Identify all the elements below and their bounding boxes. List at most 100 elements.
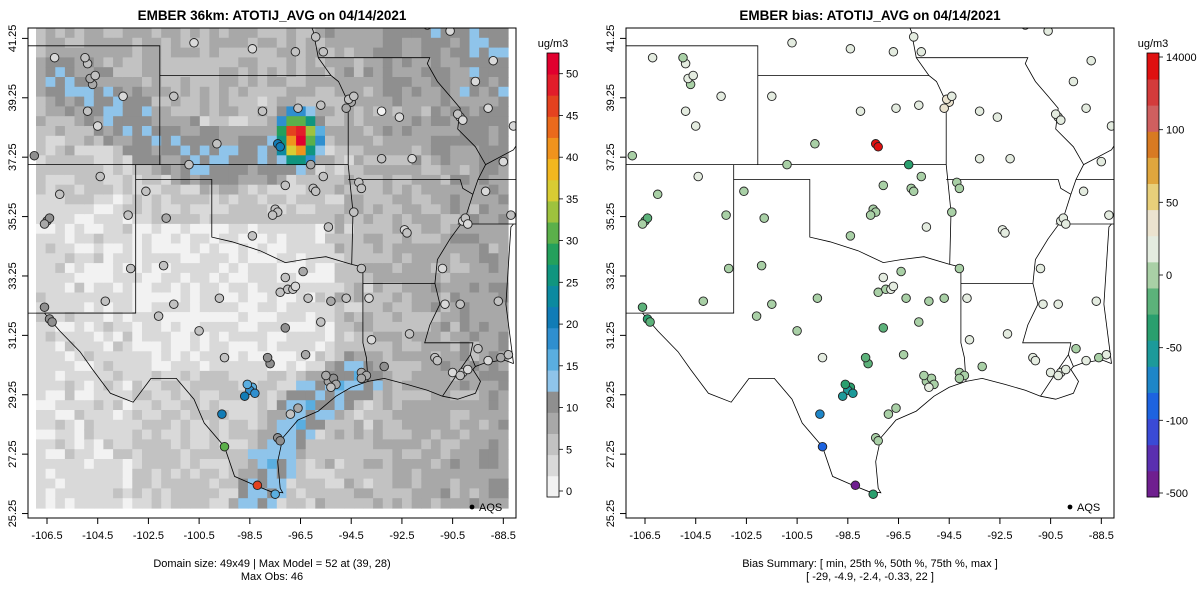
- model-grid-cell: [382, 184, 393, 196]
- model-grid-cell: [93, 449, 104, 460]
- model-grid-cell: [382, 439, 393, 450]
- model-grid-cell: [286, 214, 297, 225]
- model-grid-cell: [498, 488, 509, 499]
- model-grid-cell: [344, 361, 355, 372]
- model-grid-cell: [325, 419, 336, 431]
- model-grid-cell: [132, 135, 143, 147]
- model-grid-cell: [228, 429, 239, 440]
- model-grid-cell: [209, 145, 220, 156]
- station-marker: [916, 171, 927, 182]
- station-marker: [977, 361, 987, 372]
- model-grid-cell: [132, 57, 143, 68]
- model-grid-cell: [363, 429, 374, 440]
- model-grid-cell: [411, 439, 422, 450]
- station-marker: [939, 293, 949, 303]
- state-border: [1083, 145, 1114, 165]
- model-grid-cell: [122, 165, 133, 176]
- station-marker: [1056, 115, 1066, 125]
- model-grid-cell: [55, 155, 66, 166]
- model-grid-cell: [45, 126, 56, 137]
- colorbar-swatch: [1147, 53, 1159, 80]
- model-grid-cell: [36, 145, 47, 156]
- model-grid-cell: [228, 155, 239, 166]
- model-grid-cell: [151, 28, 162, 39]
- colorbar-swatch: [547, 370, 559, 392]
- model-grid-cell: [93, 351, 104, 362]
- model-grid-cell: [286, 429, 297, 440]
- model-grid-cell: [122, 449, 133, 460]
- station-marker: [118, 91, 128, 102]
- model-grid-cell: [180, 380, 191, 392]
- model-grid-cell: [209, 77, 220, 88]
- model-grid-cell: [353, 243, 365, 254]
- model-grid-cell: [430, 361, 442, 372]
- model-grid-cell: [190, 449, 201, 460]
- model-grid-cell: [132, 361, 143, 372]
- model-grid-cell: [64, 165, 76, 176]
- model-grid-cell: [421, 302, 432, 313]
- station-marker: [888, 281, 899, 292]
- model-grid-cell: [459, 145, 470, 156]
- y-tick-label: 33.25: [7, 262, 19, 290]
- model-grid-cell: [209, 410, 220, 421]
- model-grid-cell: [74, 429, 85, 440]
- model-grid-cell: [382, 459, 393, 470]
- station-marker: [873, 436, 883, 446]
- model-grid-cell: [315, 419, 326, 431]
- model-grid-cell: [305, 28, 316, 39]
- station-marker: [1071, 343, 1081, 354]
- model-grid-cell: [122, 184, 133, 196]
- model-grid-cell: [161, 106, 172, 117]
- model-grid-cell: [238, 341, 249, 352]
- model-grid-cell: [421, 194, 432, 205]
- model-grid-cell: [142, 459, 153, 470]
- model-grid-cell: [161, 57, 172, 68]
- model-grid-cell: [247, 204, 259, 215]
- aqs-legend-dot: [1067, 504, 1073, 510]
- model-grid-cell: [55, 361, 66, 372]
- model-grid-cell: [382, 86, 393, 98]
- model-grid-cell: [142, 37, 153, 49]
- model-grid-cell: [199, 243, 210, 254]
- model-grid-cell: [228, 370, 239, 382]
- model-grid-cell: [151, 400, 162, 411]
- model-grid-cell: [45, 380, 56, 392]
- model-grid-cell: [36, 400, 47, 411]
- model-grid-cell: [55, 263, 66, 274]
- model-grid-cell: [488, 263, 499, 274]
- model-grid-cell: [228, 439, 239, 450]
- model-grid-cell: [170, 204, 182, 215]
- model-grid-cell: [479, 272, 490, 284]
- model-grid-cell: [392, 341, 403, 352]
- model-grid-cell: [305, 263, 316, 274]
- model-grid-cell: [36, 77, 47, 88]
- station-marker: [47, 317, 57, 327]
- model-grid-cell: [209, 272, 220, 284]
- model-grid-cell: [488, 126, 499, 137]
- model-grid-cell: [45, 135, 56, 147]
- model-grid-cell: [411, 37, 422, 49]
- model-grid-cell: [450, 243, 461, 254]
- footer-line: Bias Summary: [ min, 25th %, 50th %, 75t…: [742, 558, 998, 570]
- model-grid-cell: [209, 106, 220, 117]
- model-grid-cell: [199, 77, 210, 88]
- model-grid-cell: [199, 439, 210, 450]
- model-grid-cell: [479, 165, 490, 176]
- model-grid-cell: [430, 263, 442, 274]
- model-grid-cell: [402, 126, 413, 137]
- model-grid-cell: [498, 400, 509, 411]
- model-grid-cell: [315, 488, 326, 499]
- model-grid-cell: [373, 312, 384, 323]
- model-grid-cell: [45, 321, 56, 333]
- model-grid-cell: [190, 194, 201, 205]
- model-grid-cell: [402, 459, 413, 470]
- aqs-station-markers: [29, 28, 516, 499]
- model-grid-cell: [488, 233, 499, 245]
- model-grid-cell: [122, 321, 133, 333]
- model-grid-cell: [84, 351, 95, 362]
- model-grid-cell: [180, 57, 191, 68]
- model-grid-cell: [430, 341, 442, 352]
- model-grid-cell: [392, 155, 403, 166]
- model-grid-cell: [93, 419, 104, 431]
- model-grid-cell: [286, 439, 297, 450]
